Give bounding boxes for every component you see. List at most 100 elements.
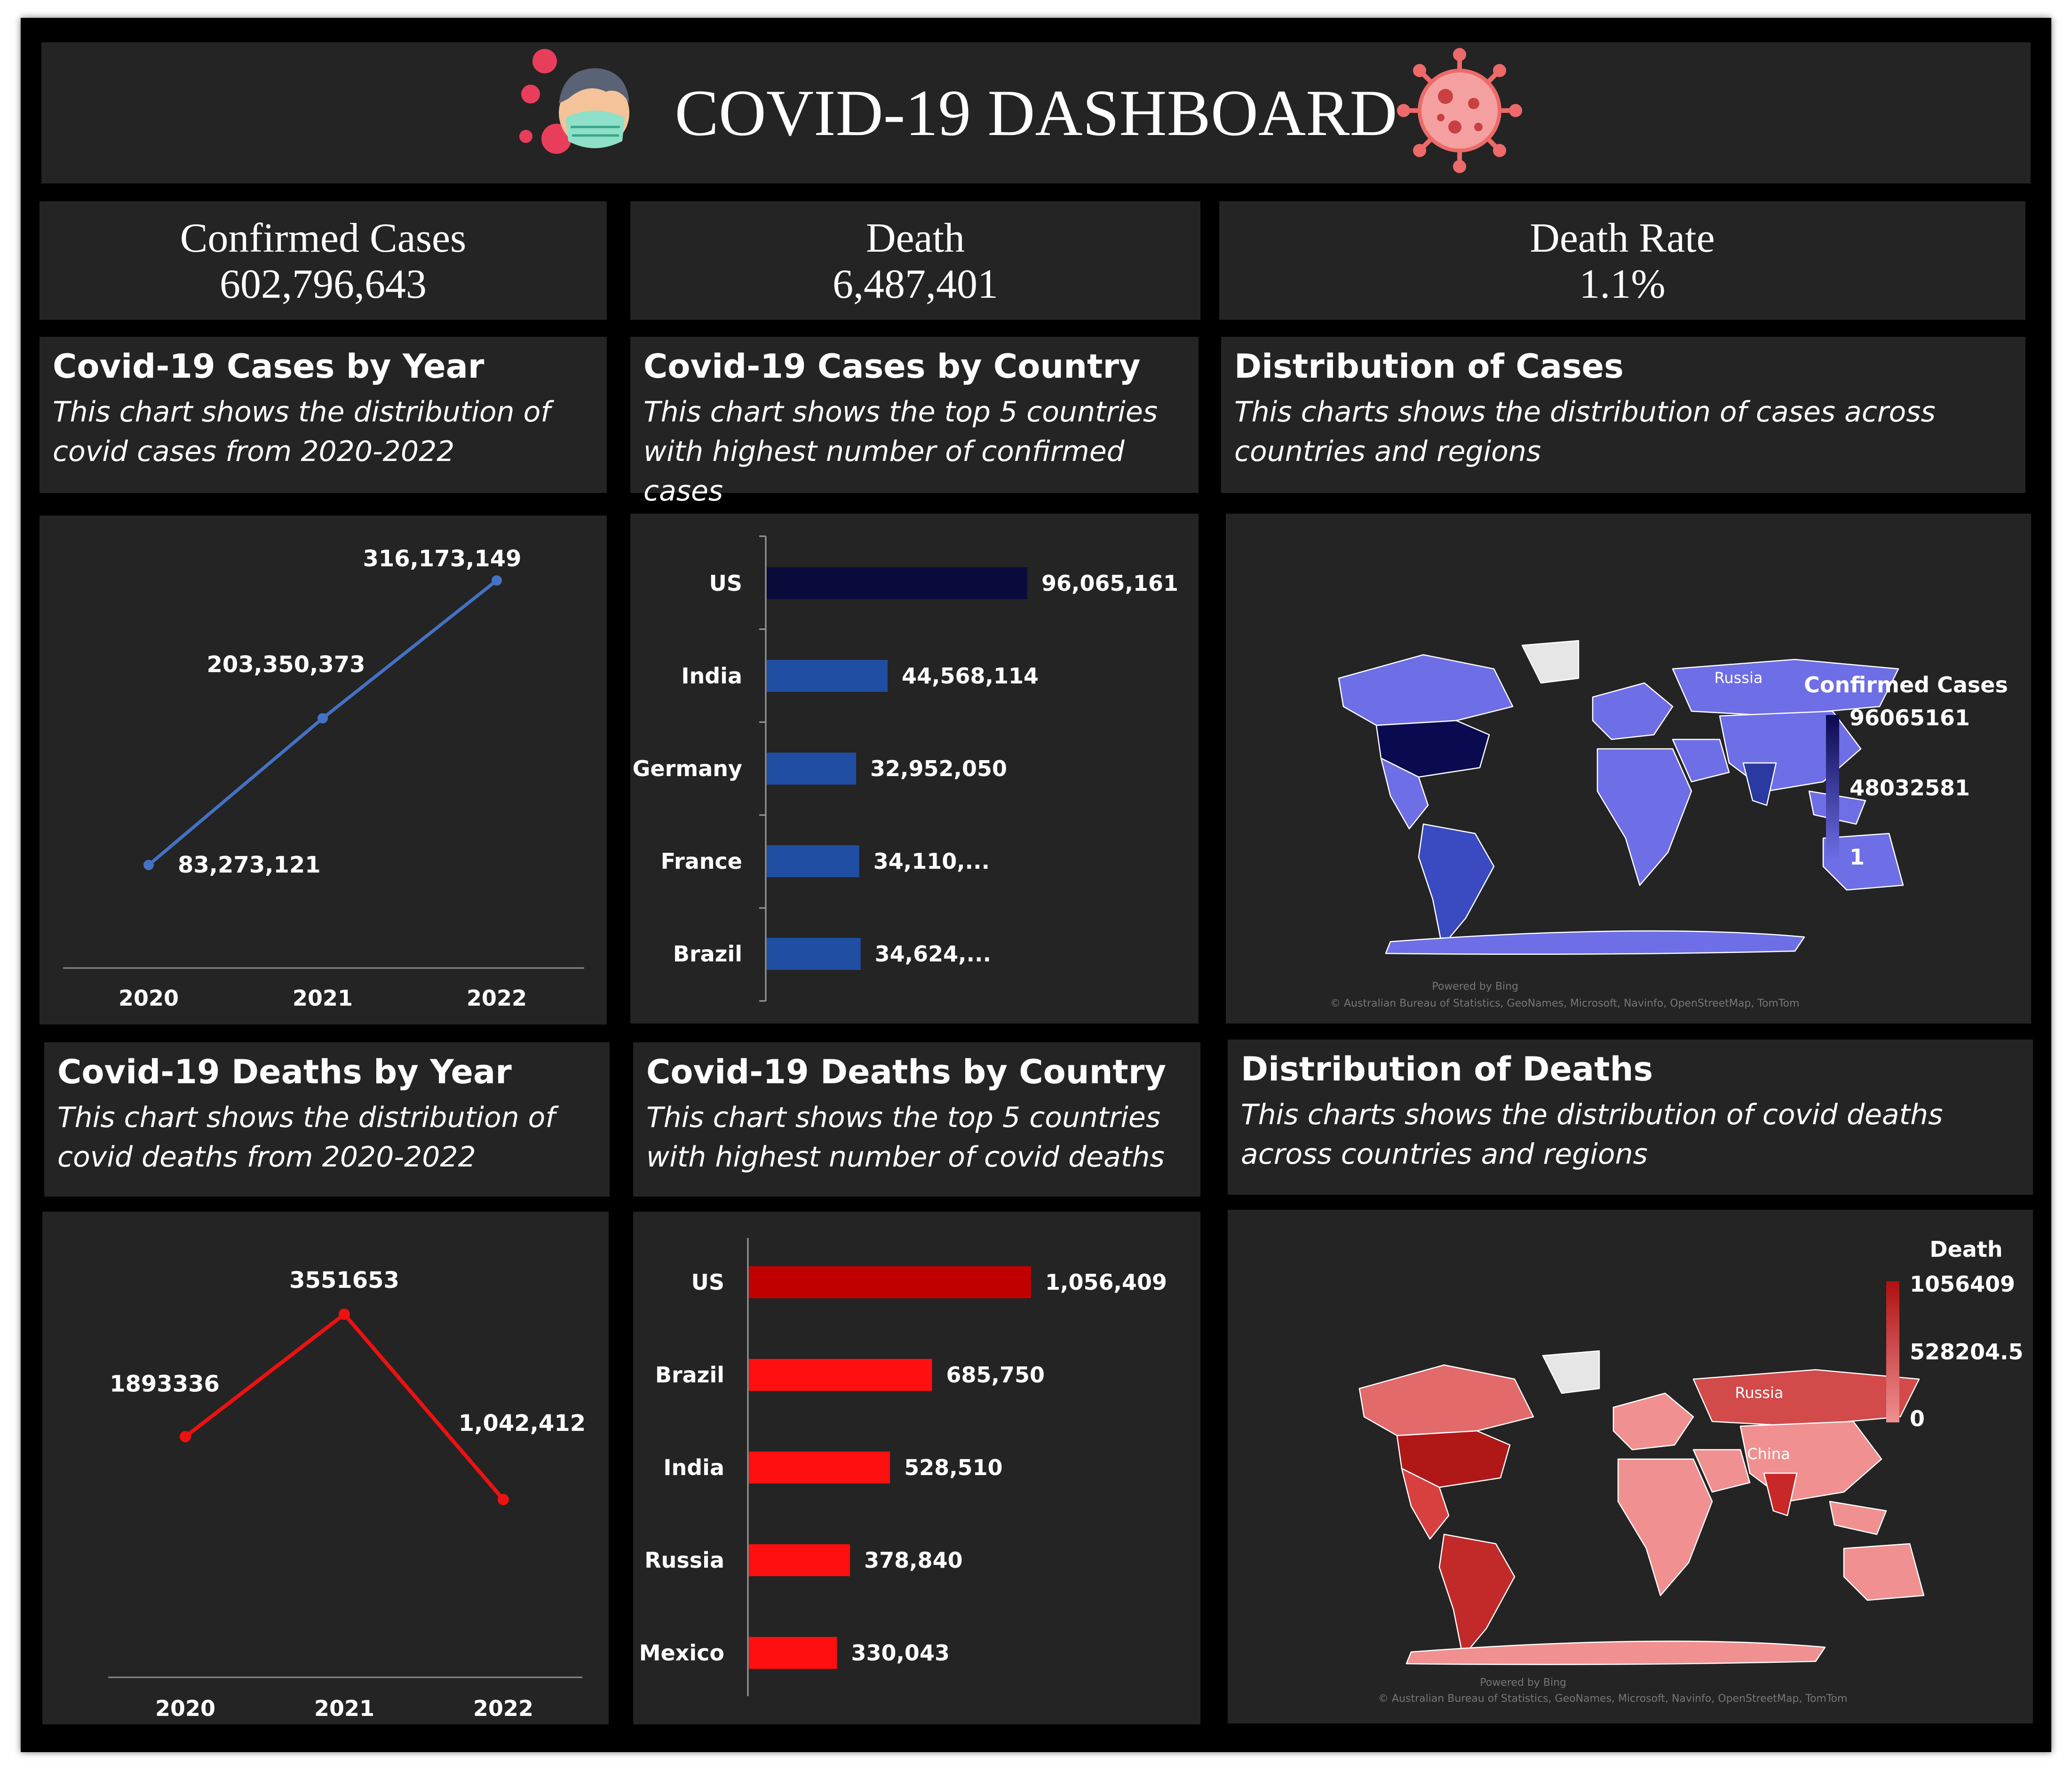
map-region-south-america[interactable] (1418, 823, 1495, 947)
data-label: 1893336 (110, 1371, 220, 1397)
map-region-label: Russia (1715, 669, 1763, 687)
section-title: Distribution of Deaths (1241, 1050, 1653, 1088)
deaths-by-country-chart: US 1,056,409 Brazil 685,750 India 528,510 Russ… (633, 1212, 1200, 1724)
legend-gradient-bar (1886, 1281, 1899, 1422)
category-label: India (663, 1455, 724, 1480)
deaths-year-header: Covid-19 Deaths by Year This chart shows… (44, 1042, 610, 1197)
kpi-death-label: Death (865, 215, 965, 261)
map-region-middle-east[interactable] (1692, 1449, 1751, 1493)
section-title: Covid-19 Deaths by Country (646, 1053, 1167, 1091)
data-label: 378,840 (864, 1548, 963, 1573)
cases-map-header: Distribution of Cases This charts shows … (1221, 337, 2025, 493)
legend-title: Death (1929, 1237, 2002, 1262)
map-region-russia[interactable] (1692, 1369, 1920, 1427)
legend-value: 528204.5 (1910, 1339, 2024, 1365)
world-map (1338, 640, 1904, 955)
bar (749, 1359, 932, 1391)
legend-value: 96065161 (1850, 705, 1970, 730)
kpi-death-value: 6,487,401 (833, 262, 998, 307)
map-region-india[interactable] (1763, 1472, 1798, 1516)
category-label: Mexico (639, 1640, 724, 1666)
cases-map-svg: Russia Confirmed Cases 96065161 48032581 1 Po… (1330, 640, 2008, 1009)
kpi-confirmed-card: Confirmed Cases 602,796,643 (40, 201, 607, 320)
map-region-south-america[interactable] (1438, 1533, 1516, 1658)
category-label: Russia (644, 1548, 724, 1573)
map-region-australia[interactable] (1822, 833, 1904, 891)
data-label: 1,042,412 (459, 1410, 586, 1437)
data-point (339, 1309, 350, 1320)
data-point (492, 575, 502, 586)
masked-person-virus-icon (519, 49, 629, 154)
cases-year-header: Covid-19 Cases by Year This chart shows … (40, 337, 607, 493)
map-powered-by: Powered by Bing (1480, 1677, 1566, 1689)
data-point (180, 1431, 191, 1443)
legend-value: 0 (1910, 1406, 1925, 1431)
data-label: 528,510 (904, 1455, 1003, 1480)
map-region-asia[interactable] (1719, 710, 1862, 792)
series-line (184, 1311, 505, 1501)
section-description: This chart shows the distribution of cov… (53, 396, 551, 468)
data-label: 83,273,121 (178, 852, 321, 878)
category-label: France (661, 849, 742, 874)
bar (767, 660, 888, 692)
cases-by-country-chart: US 96,065,161 India 44,568,114 Germany 32,952… (630, 514, 1199, 1024)
category-label: India (681, 663, 742, 689)
kpi-confirmed-value: 602,796,643 (220, 262, 427, 307)
x-tick-label: 2022 (473, 1696, 533, 1721)
section-description: This chart shows the top 5 countries wit… (643, 396, 1158, 508)
section-description: This chart shows the top 5 countries wit… (646, 1101, 1165, 1174)
map-region-russia[interactable] (1672, 659, 1899, 717)
data-label: 3551653 (289, 1267, 399, 1294)
map-region-africa[interactable] (1617, 1458, 1713, 1596)
data-label: 316,173,149 (363, 546, 521, 572)
bar (767, 567, 1027, 599)
cases-country-header: Covid-19 Cases by Country This chart sho… (630, 337, 1199, 508)
map-credit: © Australian Bureau of Statistics, GeoNa… (1330, 998, 1799, 1009)
map-region-australia[interactable] (1843, 1543, 1925, 1601)
legend-title: Confirmed Cases (1804, 672, 2008, 698)
map-region-greenland[interactable] (1521, 640, 1580, 684)
section-title: Covid-19 Deaths by Year (57, 1053, 512, 1091)
category-label: Brazil (655, 1362, 724, 1388)
deaths-by-year-svg: 2020 1893336 2021 3551653 2022 1,042,412 (108, 1267, 586, 1721)
map-region-central-america[interactable] (1380, 757, 1429, 830)
map-region-label: China (1747, 1445, 1790, 1463)
map-region-africa[interactable] (1596, 748, 1692, 886)
map-region-canada[interactable] (1338, 654, 1514, 726)
category-label: US (691, 1270, 724, 1295)
map-region-middle-east[interactable] (1672, 738, 1730, 783)
data-label: 34,624,... (875, 941, 991, 967)
category-label: US (709, 571, 742, 596)
bar (749, 1544, 850, 1576)
data-label: 685,750 (946, 1362, 1045, 1388)
data-label: 32,952,050 (870, 756, 1007, 781)
category-label: Brazil (673, 941, 742, 967)
map-region-central-america[interactable] (1401, 1468, 1450, 1540)
map-region-antarctica[interactable] (1405, 1640, 1826, 1665)
x-tick-label: 2021 (314, 1696, 374, 1721)
data-label: 96,065,161 (1041, 571, 1178, 596)
map-region-antarctica[interactable] (1385, 930, 1805, 955)
section-description: This chart shows the distribution of cov… (57, 1101, 556, 1174)
map-credit: © Australian Bureau of Statistics, GeoNa… (1378, 1693, 1847, 1705)
deaths-by-year-chart: 2020 1893336 2021 3551653 2022 1,042,412 (42, 1212, 609, 1724)
world-map (1358, 1350, 1925, 1665)
map-region-canada[interactable] (1358, 1364, 1534, 1437)
cases-map-panel: Russia Confirmed Cases 96065161 48032581 1 Po… (1226, 514, 2031, 1024)
kpi-confirmed-label: Confirmed Cases (180, 215, 467, 261)
map-region-greenland[interactable] (1542, 1350, 1600, 1394)
legend-value: 48032581 (1850, 775, 1970, 801)
map-region-europe[interactable] (1592, 682, 1674, 740)
section-title: Covid-19 Cases by Year (53, 347, 484, 386)
deaths-map-panel: Russia China Death 1056409 528204.5 0 Powered … (1228, 1210, 2033, 1723)
bar (767, 845, 859, 877)
map-region-india[interactable] (1742, 762, 1777, 806)
data-label: 34,110,... (873, 849, 990, 874)
map-region-southeast-asia[interactable] (1829, 1500, 1887, 1535)
section-description: This charts shows the distribution of co… (1241, 1098, 1943, 1171)
x-tick-label: 2022 (467, 985, 527, 1011)
map-region-europe[interactable] (1612, 1392, 1694, 1451)
dashboard-title: COVID-19 DASHBOARD (675, 77, 1397, 150)
x-tick-label: 2020 (119, 985, 179, 1011)
map-region-label: Russia (1735, 1384, 1784, 1402)
